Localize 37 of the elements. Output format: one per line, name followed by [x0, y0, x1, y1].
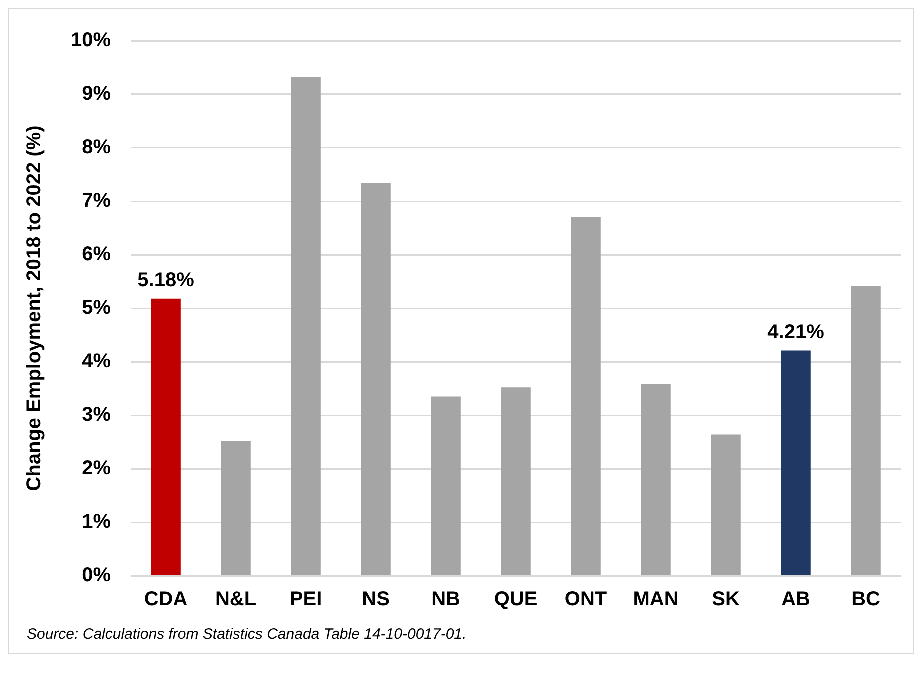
y-tick-label: 7%: [82, 190, 112, 212]
x-tick-label: N&L: [215, 588, 257, 611]
y-tick-label: 1%: [82, 511, 112, 534]
y-tick-label: 2%: [82, 458, 112, 480]
y-tick-label: 0%: [82, 564, 112, 587]
bar: [361, 183, 391, 576]
bar: [641, 384, 671, 576]
x-tick-label: NB: [432, 588, 460, 611]
bar: [571, 217, 601, 576]
data-label: 4.21%: [768, 321, 825, 344]
x-tick-label: SK: [712, 588, 740, 611]
x-tick-label: CDA: [144, 588, 188, 611]
y-tick-label: 4%: [82, 350, 112, 373]
x-tick-label: MAN: [633, 588, 679, 611]
y-tick-label: 3%: [82, 404, 112, 426]
x-tick-label: AB: [782, 588, 810, 611]
x-tick-label: BC: [852, 588, 880, 611]
data-label: 5.18%: [138, 269, 195, 292]
x-tick-label: QUE: [494, 588, 538, 611]
bar: [151, 298, 181, 576]
x-tick-label: ONT: [564, 588, 608, 611]
bar: [851, 286, 881, 576]
bar: [221, 441, 251, 576]
bar: [501, 388, 531, 576]
bar: [711, 434, 741, 576]
y-tick-label: 8%: [82, 136, 112, 159]
x-tick-label: NS: [362, 588, 390, 611]
x-tick-label: PEI: [290, 588, 322, 611]
y-tick-label: 10%: [71, 30, 112, 52]
bar: [291, 77, 321, 576]
y-tick-label: 5%: [82, 297, 112, 320]
source-note: Source: Calculations from Statistics Canada Table 14-10-0017-01.: [26, 625, 468, 645]
y-axis-title: Change Employment, 2018 to 2022 (%): [24, 126, 46, 492]
y-tick-label: 6%: [82, 244, 112, 266]
bar: [431, 396, 461, 576]
y-tick-label: 9%: [82, 83, 112, 106]
bar: [781, 350, 811, 576]
